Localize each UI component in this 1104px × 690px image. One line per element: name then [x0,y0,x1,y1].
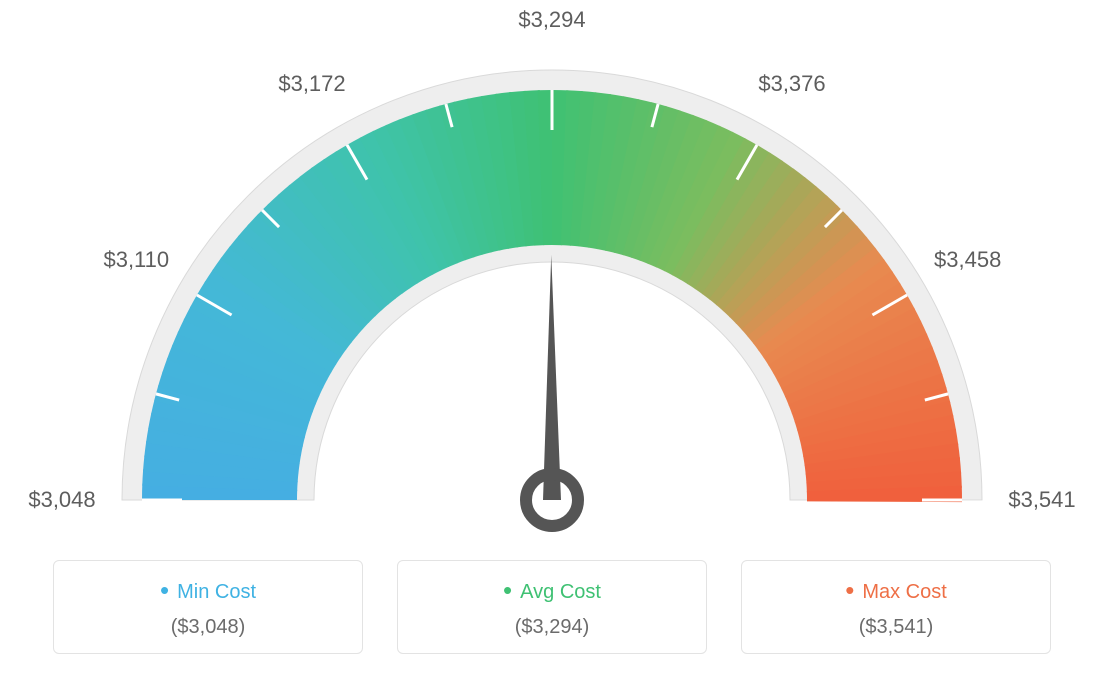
legend-box-max: Max Cost ($3,541) [741,560,1051,654]
legend-avg-value: ($3,294) [408,616,696,639]
legend-max-value: ($3,541) [752,616,1040,639]
legend-avg-label: Avg Cost [408,575,696,606]
legend-box-min: Min Cost ($3,048) [53,560,363,654]
gauge-tick-label: $3,110 [103,247,169,273]
gauge-tick-label: $3,541 [1008,487,1075,513]
legend-box-avg: Avg Cost ($3,294) [397,560,707,654]
legend-min-label: Min Cost [64,575,352,606]
gauge-tick-label: $3,458 [934,247,1001,273]
gauge-svg [0,0,1104,560]
legend-min-value: ($3,048) [64,616,352,639]
gauge-chart: $3,048 $3,110 $3,172 $3,294 $3,376 $3,458 $3,5… [0,0,1104,560]
legend-row: Min Cost ($3,048) Avg Cost ($3,294) Max … [0,560,1104,654]
gauge-tick-label: $3,172 [278,71,345,97]
gauge-needle [543,255,561,500]
gauge-tick-label: $3,294 [518,7,585,33]
gauge-tick-label: $3,048 [28,487,95,513]
gauge-tick-label: $3,376 [758,71,825,97]
legend-max-label: Max Cost [752,575,1040,606]
